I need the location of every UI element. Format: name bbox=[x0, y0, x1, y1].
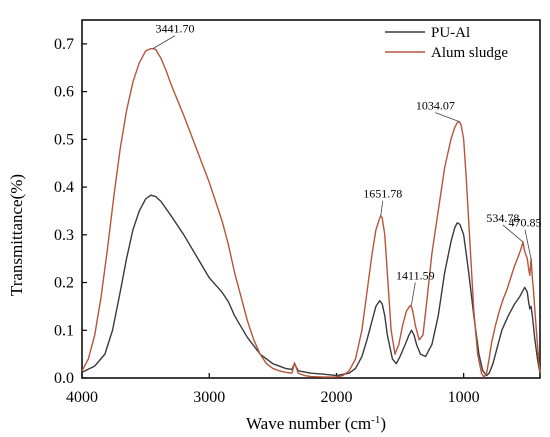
y-tick-label: 0.6 bbox=[54, 84, 74, 101]
y-tick-label: 0.3 bbox=[54, 227, 74, 244]
series-line-1 bbox=[82, 49, 540, 377]
axes: 0.0 0.1 0.2 0.3 0.4 0.5 0.6 0.7 4000 3000 2000 1000 bbox=[54, 20, 540, 406]
y-tick-label: 0.1 bbox=[54, 322, 74, 339]
peak-label: 1651.78 bbox=[363, 187, 402, 201]
legend-label: Alum sludge bbox=[431, 45, 508, 61]
annotation-leader bbox=[435, 113, 459, 122]
y-axis-title: Transmittance(%) bbox=[7, 174, 26, 296]
x-tick-label: 1000 bbox=[448, 389, 480, 406]
x-tick-label: 3000 bbox=[193, 389, 225, 406]
y-tick-label: 0.7 bbox=[54, 36, 74, 53]
series-line-0 bbox=[82, 195, 540, 375]
legend-label: PU-Al bbox=[431, 25, 470, 41]
y-tick-label: 0.5 bbox=[54, 131, 74, 148]
y-tick-label: 0.0 bbox=[54, 370, 74, 387]
peak-label: 470.85 bbox=[508, 216, 541, 230]
annotation-leader bbox=[381, 201, 383, 216]
x-axis-title-text: Wave number bbox=[246, 414, 341, 433]
x-axis-title: Wave number (cm-1) bbox=[246, 414, 386, 433]
x-tick-label: 4000 bbox=[66, 389, 98, 406]
x-axis-unit-exp: -1 bbox=[371, 414, 380, 426]
annotation-leader bbox=[153, 36, 175, 49]
plot-frame bbox=[82, 20, 540, 378]
peak-label: 1411.59 bbox=[396, 268, 435, 282]
legend: PU-Al Alum sludge bbox=[385, 25, 508, 61]
peak-label: 1034.07 bbox=[416, 99, 455, 113]
x-axis-unit: cm bbox=[350, 414, 371, 433]
x-tick-label: 2000 bbox=[320, 389, 352, 406]
y-tick-label: 0.4 bbox=[54, 179, 74, 196]
y-tick-label: 0.2 bbox=[54, 275, 74, 292]
annotation-leader bbox=[411, 282, 415, 305]
series-layer bbox=[82, 49, 540, 377]
peak-label: 3441.70 bbox=[156, 22, 195, 36]
